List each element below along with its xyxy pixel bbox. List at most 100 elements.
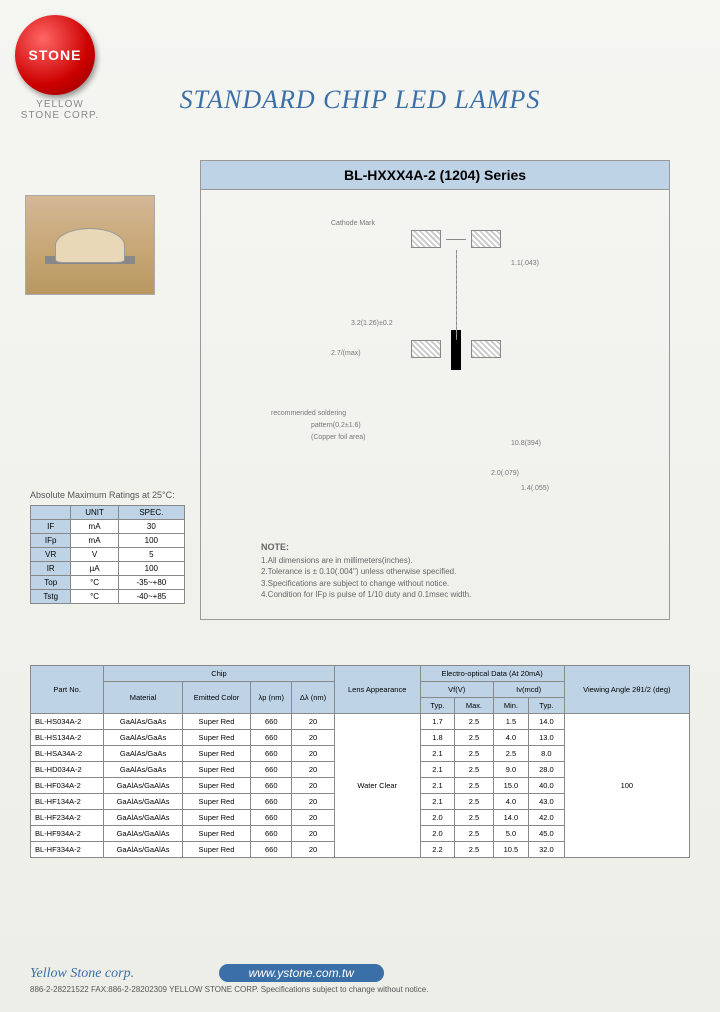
table-cell: 2.5 — [455, 778, 493, 794]
table-cell: GaAlAs/GaAlAs — [104, 810, 183, 826]
h-electro: Electro-optical Data (At 20mA) — [420, 666, 564, 682]
note-3: 3.Specifications are subject to change w… — [261, 578, 471, 589]
table-cell: BL-HF134A-2 — [31, 794, 104, 810]
h-lp: λp (nm) — [251, 682, 292, 714]
h-viewing: Viewing Angle 2θ1/2 (deg) — [564, 666, 689, 714]
table-cell: 20 — [292, 714, 334, 730]
table-cell: 2.5 — [455, 730, 493, 746]
abs-cell: °C — [71, 590, 118, 604]
table-cell: 1.5 — [493, 714, 528, 730]
table-cell: 2.0 — [420, 826, 455, 842]
logo-main-text: STONE — [29, 47, 82, 63]
abs-cell: -40~+85 — [118, 590, 184, 604]
table-cell: 14.0 — [493, 810, 528, 826]
table-cell: BL-HF334A-2 — [31, 842, 104, 858]
table-cell: 2.0 — [420, 810, 455, 826]
table-cell: 20 — [292, 778, 334, 794]
lens-cell: Water Clear — [334, 714, 420, 858]
table-cell: 8.0 — [529, 746, 564, 762]
table-cell: 660 — [251, 746, 292, 762]
abs-header-row: UNIT SPEC. — [31, 506, 185, 520]
abs-row: VRV5 — [31, 548, 185, 562]
table-cell: 28.0 — [529, 762, 564, 778]
table-cell: 14.0 — [529, 714, 564, 730]
table-cell: 43.0 — [529, 794, 564, 810]
page-title: STANDARD CHIP LED LAMPS — [0, 85, 720, 115]
h-iv: Iv(mcd) — [493, 682, 564, 698]
abs-cell: IR — [31, 562, 71, 576]
table-cell: 660 — [251, 842, 292, 858]
table-cell: 2.5 — [455, 762, 493, 778]
table-cell: BL-HS134A-2 — [31, 730, 104, 746]
note-4: 4.Condition for IFp is pulse of 1/10 dut… — [261, 589, 471, 600]
table-cell: 2.1 — [420, 778, 455, 794]
abs-h-1: UNIT — [71, 506, 118, 520]
note-block: NOTE: 1.All dimensions are in millimeter… — [261, 541, 471, 600]
diag-dim1: 1.1(.043) — [511, 260, 539, 267]
abs-h-2: SPEC. — [118, 506, 184, 520]
table-cell: BL-HSA34A-2 — [31, 746, 104, 762]
table-cell: BL-HS034A-2 — [31, 714, 104, 730]
diag-dim3: 2.7/(max) — [331, 350, 361, 357]
panel-header: BL-HXXX4A-2 (1204) Series — [201, 161, 669, 190]
diag-box-4 — [471, 340, 501, 358]
diag-copper: (Copper foil area) — [311, 434, 365, 441]
abs-cell: V — [71, 548, 118, 562]
abs-cell: IF — [31, 520, 71, 534]
h-iv-min: Min. — [493, 698, 528, 714]
table-cell: BL-HF234A-2 — [31, 810, 104, 826]
abs-row: IFpmA100 — [31, 534, 185, 548]
h-dl: Δλ (nm) — [292, 682, 334, 714]
table-cell: 2.1 — [420, 746, 455, 762]
diag-dim6: 1.4(.055) — [521, 485, 549, 492]
abs-row: Top°C-35~+80 — [31, 576, 185, 590]
abs-cell: 30 — [118, 520, 184, 534]
abs-cell: IFp — [31, 534, 71, 548]
footer-url: www.ystone.com.tw — [219, 964, 384, 982]
abs-cell: Top — [31, 576, 71, 590]
table-cell: Super Red — [182, 762, 250, 778]
note-title: NOTE: — [261, 541, 471, 554]
table-cell: 20 — [292, 730, 334, 746]
note-2: 2.Tolerance is ± 0.10(.004") unless othe… — [261, 566, 471, 577]
diag-dim4: 10.8(394) — [511, 440, 541, 447]
table-cell: GaAlAs/GaAlAs — [104, 826, 183, 842]
table-cell: GaAlAs/GaAlAs — [104, 778, 183, 794]
diag-cathode-mark: Cathode Mark — [331, 220, 375, 227]
abs-cell: mA — [71, 520, 118, 534]
diag-dim2: 3.2(1.26)±0.2 — [351, 320, 393, 327]
table-cell: 15.0 — [493, 778, 528, 794]
table-cell: 1.7 — [420, 714, 455, 730]
diag-recommended: recommended soldering — [271, 410, 346, 417]
h-partno: Part No. — [31, 666, 104, 714]
table-cell: Super Red — [182, 746, 250, 762]
spec-panel: BL-HXXX4A-2 (1204) Series Cathode Mark 1… — [200, 160, 670, 620]
diag-box-3 — [411, 340, 441, 358]
abs-max-table: UNIT SPEC. IFmA30IFpmA100VRV5IRµA100Top°… — [30, 505, 185, 604]
table-cell: 13.0 — [529, 730, 564, 746]
abs-cell: mA — [71, 534, 118, 548]
h-emitted: Emitted Color — [182, 682, 250, 714]
panel-body: Cathode Mark 1.1(.043) 3.2(1.26)±0.2 2.7… — [201, 190, 669, 615]
table-cell: 2.5 — [455, 826, 493, 842]
table-cell: 2.5 — [455, 714, 493, 730]
table-cell: Super Red — [182, 794, 250, 810]
abs-cell: VR — [31, 548, 71, 562]
table-cell: 20 — [292, 794, 334, 810]
product-photo — [25, 195, 155, 295]
h-chip: Chip — [104, 666, 334, 682]
table-cell: GaAlAs/GaAlAs — [104, 794, 183, 810]
table-cell: Super Red — [182, 714, 250, 730]
table-cell: 2.5 — [493, 746, 528, 762]
diag-pattern: pattern(0.2±1.6) — [311, 422, 361, 429]
table-cell: 5.0 — [493, 826, 528, 842]
table-cell: GaAlAs/GaAs — [104, 714, 183, 730]
diag-box-1 — [411, 230, 441, 248]
table-cell: GaAlAs/GaAs — [104, 762, 183, 778]
abs-max-title: Absolute Maximum Ratings at 25°C: — [30, 490, 175, 500]
abs-row: IFmA30 — [31, 520, 185, 534]
table-cell: 660 — [251, 714, 292, 730]
abs-cell: Tstg — [31, 590, 71, 604]
abs-cell: °C — [71, 576, 118, 590]
abs-row: IRµA100 — [31, 562, 185, 576]
